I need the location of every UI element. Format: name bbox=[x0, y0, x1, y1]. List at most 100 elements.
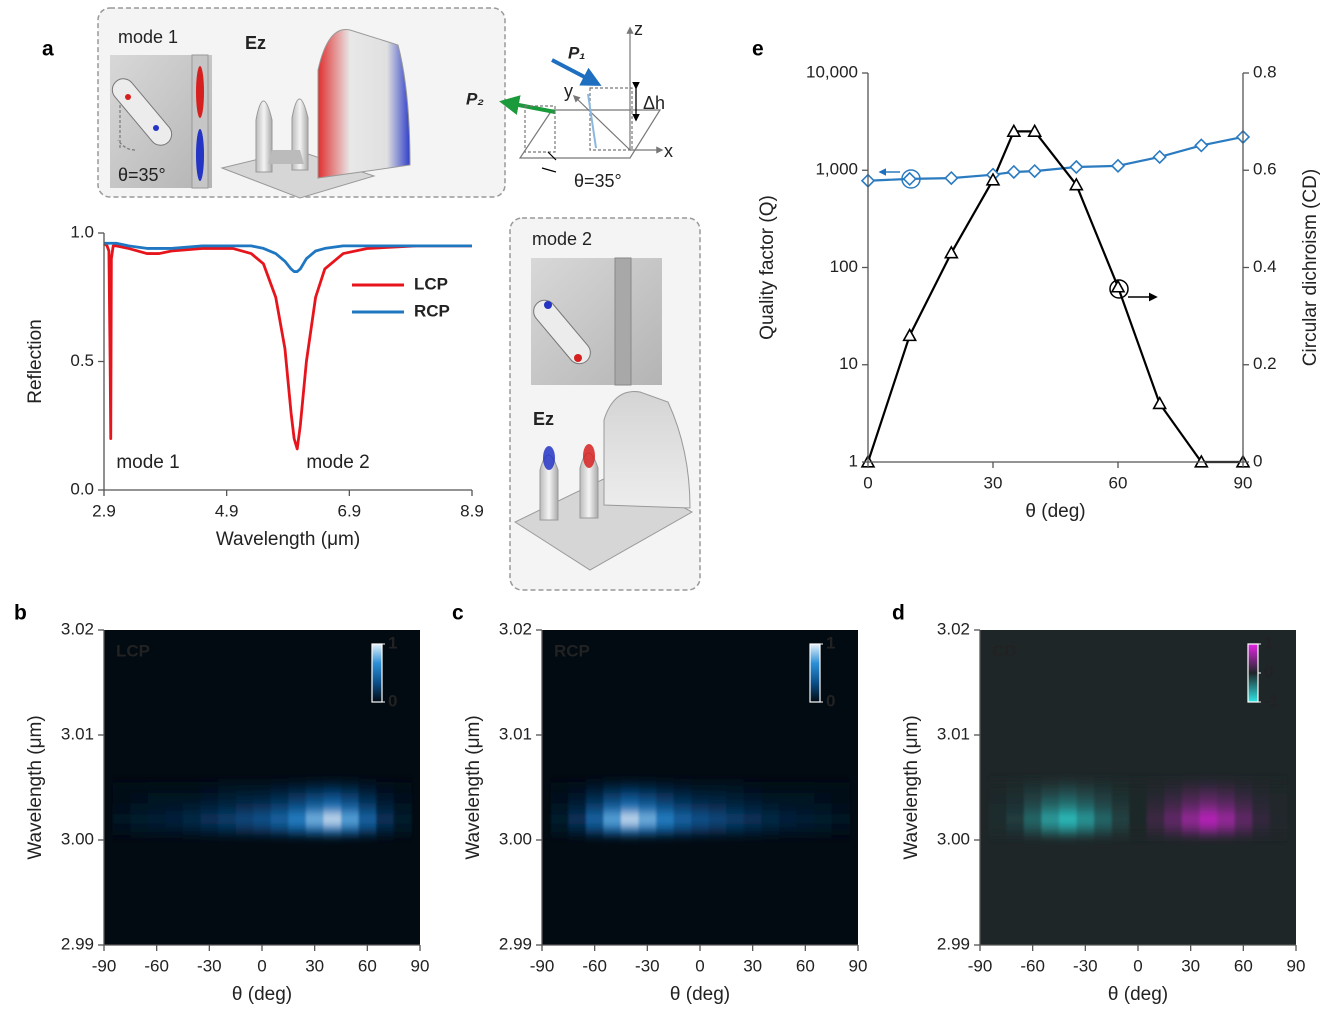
x-tick-label: 8.9 bbox=[460, 501, 484, 520]
heatmap-cell bbox=[1023, 813, 1042, 825]
heatmap-cell bbox=[1269, 824, 1288, 835]
heatmap-cell bbox=[1076, 813, 1095, 825]
heatmap-cell bbox=[673, 782, 692, 793]
x-axis-label: θ (deg) bbox=[1108, 984, 1168, 1005]
callout-circle bbox=[1109, 279, 1129, 299]
heatmap-cell bbox=[235, 824, 254, 835]
heatmap-cell bbox=[743, 792, 762, 804]
heatmap-cell bbox=[1076, 782, 1095, 793]
heatmap-cell bbox=[358, 803, 377, 814]
p2-label: P₂ bbox=[466, 89, 484, 108]
heatmap-cell bbox=[130, 782, 149, 793]
field-label: Ez bbox=[533, 409, 554, 429]
heatmap-cell bbox=[218, 824, 237, 835]
heatmap-cell bbox=[112, 792, 131, 804]
fin bbox=[603, 391, 691, 509]
x-tick-label: 4.9 bbox=[215, 501, 239, 520]
y-tick-label: 2.99 bbox=[499, 934, 532, 953]
heatmap-cell bbox=[1217, 813, 1236, 825]
heatmap-cell bbox=[831, 792, 850, 804]
heatmap-cell bbox=[814, 803, 833, 814]
heatmap-cell bbox=[341, 803, 360, 814]
heatmap-cell bbox=[1234, 782, 1253, 793]
data-point bbox=[902, 327, 918, 342]
heatmap-cell bbox=[1164, 792, 1183, 804]
heatmap-cell bbox=[796, 792, 815, 804]
y-tick-label: 100 bbox=[830, 257, 858, 276]
heatmap-cell bbox=[1059, 792, 1078, 804]
heatmap-cell bbox=[1129, 803, 1148, 814]
heatmap-cell bbox=[1111, 803, 1130, 814]
heatmap-cell bbox=[376, 792, 395, 804]
y-tick-label: 0.0 bbox=[70, 479, 94, 498]
heatmap-cell bbox=[779, 782, 798, 793]
heatmap-cell bbox=[183, 813, 202, 825]
y2-tick-label: 0.2 bbox=[1253, 354, 1277, 373]
data-point bbox=[1006, 123, 1022, 137]
data-point bbox=[1069, 159, 1084, 175]
heatmap-cell bbox=[1006, 792, 1025, 804]
x-axis-label: θ (deg) bbox=[670, 984, 730, 1005]
heatmap-cell bbox=[761, 824, 780, 835]
data-point bbox=[1068, 177, 1084, 191]
data-point bbox=[1027, 123, 1043, 137]
heatmap-cell bbox=[726, 803, 745, 814]
heatmap-cell bbox=[1164, 824, 1183, 835]
heatmap-cell bbox=[1146, 824, 1165, 835]
heatmap-cell bbox=[743, 803, 762, 814]
map-label: LCP bbox=[116, 641, 150, 660]
heatmap-cell bbox=[235, 792, 254, 804]
x-tick-label: -60 bbox=[144, 956, 169, 975]
x-tick-label: 30 bbox=[984, 473, 1003, 492]
heatmap-cell bbox=[112, 824, 131, 835]
heatmap-cell bbox=[1181, 824, 1200, 835]
heatmap-cell bbox=[341, 824, 360, 835]
dot bbox=[125, 94, 131, 100]
heatmap-cell bbox=[550, 803, 569, 814]
heatmap-cell bbox=[270, 792, 289, 804]
heatmap-cell bbox=[270, 824, 289, 835]
heatmap-cell bbox=[288, 792, 307, 804]
heatmap-cell bbox=[358, 792, 377, 804]
heatmap-cell bbox=[147, 824, 166, 835]
heatmap-cell bbox=[1094, 803, 1113, 814]
pole bbox=[583, 444, 595, 468]
heatmap-cell bbox=[1234, 803, 1253, 814]
heatmap-cell bbox=[183, 803, 202, 814]
heatmap-cell bbox=[1023, 782, 1042, 793]
heatmap-cell bbox=[112, 803, 131, 814]
heatmap-cell bbox=[638, 792, 657, 804]
x-tick-label: 0 bbox=[1133, 956, 1142, 975]
heatmap-cell bbox=[1023, 792, 1042, 804]
heatmap-cell bbox=[1252, 782, 1271, 793]
heatmap-cell bbox=[1041, 803, 1060, 814]
heatmap-cell bbox=[1181, 813, 1200, 825]
heatmap-cell bbox=[1199, 813, 1218, 825]
heatmap-cell bbox=[1059, 782, 1078, 793]
y2-axis-label: Circular dichroism (CD) bbox=[1300, 169, 1321, 366]
heatmap-cell bbox=[761, 792, 780, 804]
field-lobe bbox=[196, 66, 204, 118]
heatmap-cell bbox=[708, 782, 727, 793]
angle-label: θ=35° bbox=[574, 171, 622, 191]
heatmap-cell bbox=[1076, 803, 1095, 814]
heatmap-cell bbox=[638, 782, 657, 793]
heatmap-cell bbox=[1199, 782, 1218, 793]
heatmap-cell bbox=[1199, 803, 1218, 814]
heatmap-cell bbox=[358, 824, 377, 835]
colorbar-tick-label: 0 bbox=[388, 691, 397, 710]
heatmap-cell bbox=[796, 803, 815, 814]
heatmap-cell bbox=[656, 813, 675, 825]
heatmap-cell bbox=[200, 792, 219, 804]
heatmap-cell bbox=[779, 813, 798, 825]
heatmap-cell bbox=[1023, 803, 1042, 814]
data-point bbox=[1152, 149, 1167, 165]
dh-label: Δh bbox=[643, 93, 665, 113]
p1-label: P₁ bbox=[568, 43, 585, 62]
heatmap-cell bbox=[305, 824, 324, 835]
heatmap-cell bbox=[814, 792, 833, 804]
x-tick-label: -30 bbox=[197, 956, 222, 975]
heatmap-cell bbox=[603, 803, 622, 814]
heatmap-cells bbox=[550, 782, 850, 835]
y2-tick-label: 0.8 bbox=[1253, 62, 1277, 81]
